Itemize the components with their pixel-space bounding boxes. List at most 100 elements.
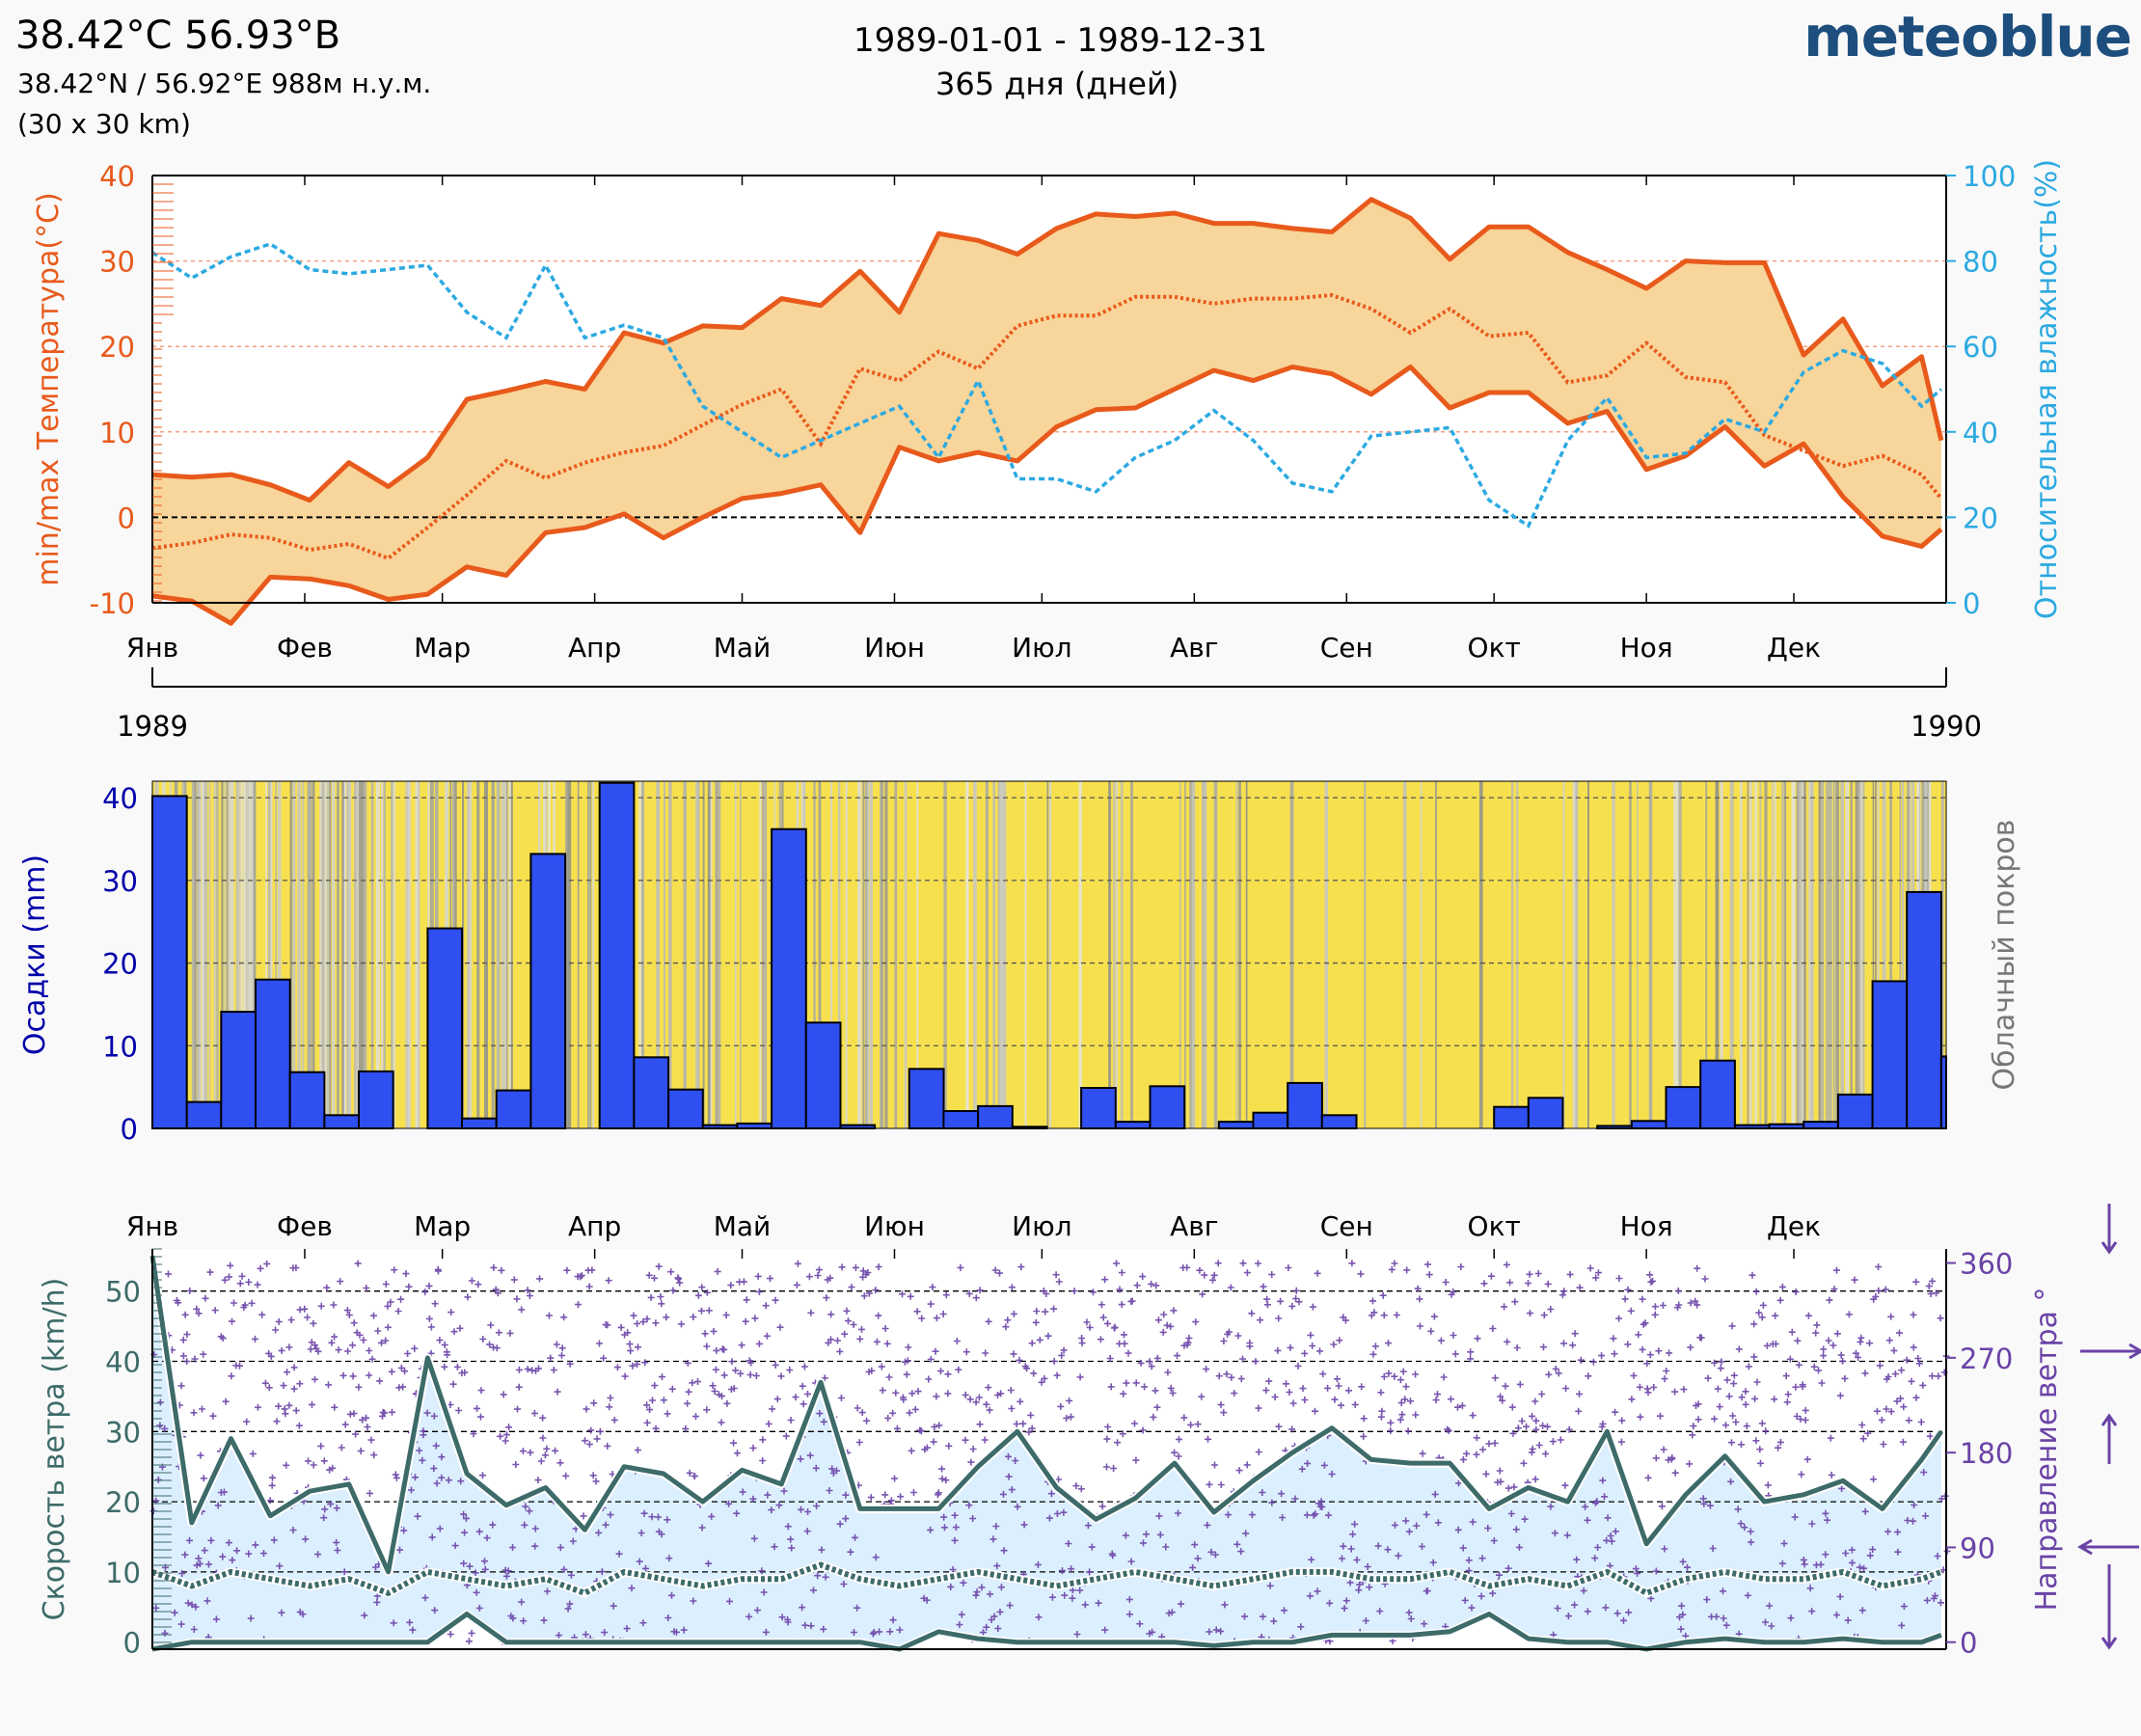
cloud-cover-stripe (1202, 781, 1205, 1128)
precip-bar (529, 853, 567, 1130)
cloud-cover-stripe (240, 781, 243, 1128)
wind-speed-tick-label: 30 (105, 1416, 141, 1449)
wind-min-line (151, 1611, 1942, 1652)
cloud-cover-stripe (997, 781, 1002, 1128)
month-label: Апр (568, 632, 621, 664)
cloud-cover-stripe (683, 781, 687, 1128)
month-label: Окт (1468, 1210, 1521, 1242)
south-wind-arrow-icon-head (2100, 1413, 2118, 1426)
cloud-cover-stripe (1002, 781, 1007, 1128)
cloud-cover-stripe (302, 781, 305, 1128)
precip-bar (220, 1011, 257, 1129)
month-label: Фев (277, 632, 333, 664)
cloud-cover-stripe (319, 781, 323, 1128)
cloud-cover-stripe (238, 781, 241, 1128)
cloud-cover-stripe (191, 781, 196, 1128)
temp-tick-label: 20 (99, 331, 135, 364)
cloud-cover-stripe (577, 781, 580, 1128)
cloud-cover-stripe (1845, 781, 1849, 1128)
cloud-cover-stripe (1889, 781, 1892, 1128)
cloud-cover-stripe (1835, 781, 1839, 1128)
cloud-cover-stripe (221, 781, 224, 1128)
cloud-cover-stripe (1882, 781, 1886, 1128)
cloud-cover-stripe (857, 781, 862, 1128)
month-label: Фев (277, 1210, 333, 1242)
day-count: 365 дня (дней) (935, 66, 1179, 102)
humidity-tick-label: 60 (1963, 331, 1998, 364)
cloud-cover-stripe (1754, 781, 1757, 1128)
cloud-cover-stripe (1078, 781, 1082, 1128)
cloud-cover-stripe (1862, 781, 1865, 1128)
precip-tick-label: 40 (102, 782, 138, 815)
cloud-cover-stripe (203, 781, 208, 1128)
max-temperature-line (151, 197, 1944, 503)
cloud-cover-stripe (1940, 781, 1944, 1128)
month-label: Авг (1170, 632, 1218, 664)
cloud-cover-stripe (1840, 781, 1845, 1128)
precip-bar (1527, 1097, 1564, 1130)
precip-tick-label: 10 (102, 1030, 138, 1063)
wind-direction-tick-label: 90 (1960, 1532, 1995, 1564)
cloud-cover-stripe (1289, 781, 1294, 1128)
cloud-cover-stripe (469, 781, 473, 1128)
cloud-cover-stripe (764, 781, 768, 1128)
cloud-cover-stripe (1191, 781, 1196, 1128)
wind-speed-tick-label: 0 (123, 1627, 141, 1660)
cloud-cover-stripe (1808, 781, 1812, 1128)
precip-bar (1699, 1059, 1736, 1129)
cloud-cover-stripe (1673, 781, 1676, 1128)
north-wind-arrow-icon-head (2100, 1241, 2118, 1255)
cloud-cover-stripe (697, 781, 700, 1128)
month-label: Июл (1012, 1210, 1071, 1242)
cloud-cover-stripe (245, 781, 249, 1128)
cloud-axis-title: Облачный покров (1988, 820, 2021, 1091)
cloud-cover-stripe (324, 781, 327, 1128)
cloud-cover-stripe (985, 781, 989, 1128)
month-label: Май (714, 1210, 772, 1242)
month-label: Дек (1767, 1210, 1821, 1242)
cloud-cover-stripe (1801, 781, 1804, 1128)
cloud-cover-stripe (1764, 781, 1768, 1128)
cloud-cover-stripe (332, 781, 336, 1128)
cloud-cover-stripe (864, 781, 869, 1128)
min-temperature-line (151, 365, 1943, 626)
cloud-cover-stripe (208, 781, 211, 1128)
cloud-cover-stripe (415, 781, 419, 1128)
cloud-cover-stripe (1113, 781, 1116, 1128)
cloud-cover-stripe (1204, 781, 1207, 1128)
cloud-cover-stripe (216, 781, 219, 1128)
month-label: Июн (864, 1210, 925, 1242)
temp-tick-label: 40 (99, 160, 135, 193)
precip-tick-label: 30 (102, 865, 138, 898)
cloud-cover-stripe (973, 781, 977, 1128)
month-label: Июл (1012, 632, 1071, 664)
humidity-tick-label: 40 (1963, 417, 1998, 449)
precip-bar (495, 1089, 532, 1129)
month-label: Июн (864, 632, 925, 664)
cloud-cover-stripe (1796, 781, 1800, 1128)
cloud-cover-stripe (1189, 781, 1193, 1128)
cloud-cover-stripe (337, 781, 339, 1128)
cloud-cover-stripe (845, 781, 848, 1128)
cloud-cover-stripe (1612, 781, 1615, 1128)
cloud-cover-stripe (370, 781, 374, 1128)
cloud-cover-stripe (289, 781, 292, 1128)
month-label: Апр (568, 1210, 621, 1242)
cloud-cover-stripe (656, 781, 660, 1128)
month-label: Ноя (1620, 1210, 1673, 1242)
precip-axis-title: Осадки (mm) (18, 854, 52, 1055)
cloud-cover-stripe (1774, 781, 1776, 1128)
cloud-cover-stripe (356, 781, 360, 1128)
cloud-cover-stripe (813, 781, 816, 1128)
cloud-cover-stripe (312, 781, 315, 1128)
cloud-cover-stripe (511, 781, 513, 1128)
precip-bar (1114, 1121, 1152, 1129)
cloud-cover-stripe (1402, 781, 1407, 1128)
humidity-tick-label: 80 (1963, 246, 1998, 279)
cloud-cover-stripe (641, 781, 645, 1128)
precip-bar (358, 1070, 394, 1130)
year-label: 1989 (117, 710, 188, 743)
cloud-cover-stripe (884, 781, 888, 1128)
cloud-cover-stripe (375, 781, 380, 1128)
cloud-cover-stripe (1821, 781, 1825, 1128)
